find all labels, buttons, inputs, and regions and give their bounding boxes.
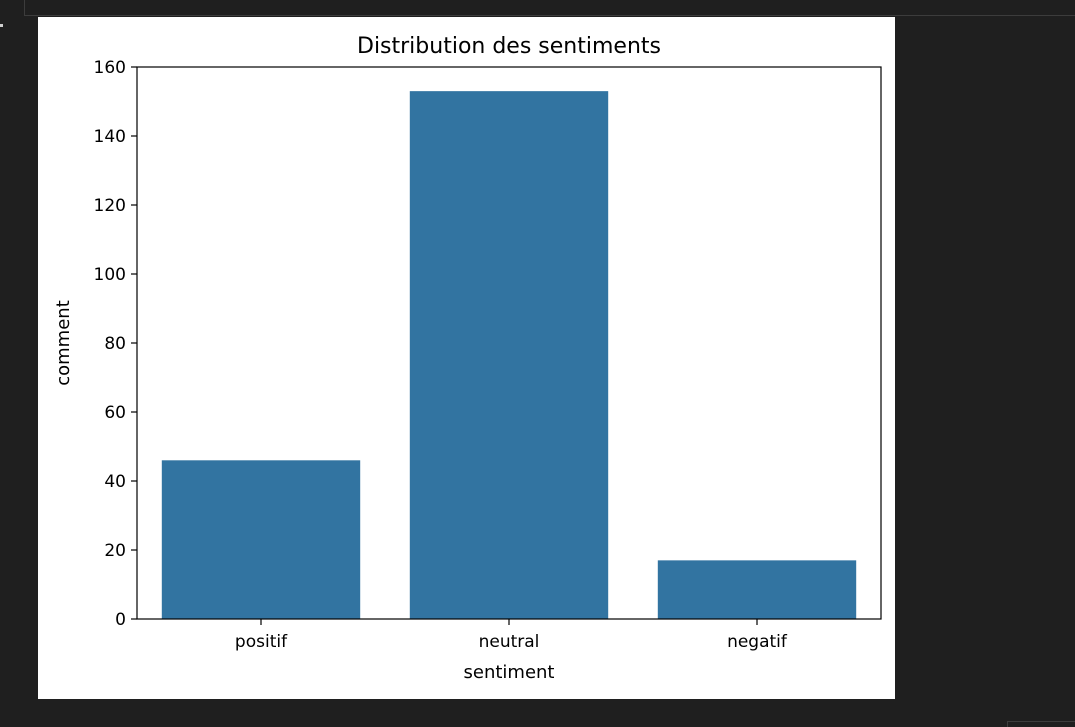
y-tick-label: 120	[94, 196, 126, 216]
y-tick-label: 160	[94, 58, 126, 78]
y-axis-ticks: 0 20 40 60 80 100 120 140 160	[94, 58, 137, 630]
y-tick-label: 0	[115, 610, 126, 630]
y-tick-label: 60	[104, 403, 126, 423]
bar-negatif	[657, 560, 857, 619]
y-tick-label: 140	[94, 127, 126, 147]
axes-frame	[136, 66, 882, 620]
notebook-cell-frame	[24, 0, 1075, 16]
bars-group	[161, 91, 857, 619]
y-tick-label: 20	[104, 541, 126, 561]
bar-neutral	[409, 91, 609, 619]
x-axis-label: sentiment	[464, 662, 555, 683]
y-tick-label: 100	[94, 265, 126, 285]
cell-corner-frame	[1007, 721, 1075, 727]
y-tick-label: 80	[104, 334, 126, 354]
x-tick-label: neutral	[479, 632, 540, 652]
y-axis-label: comment	[53, 300, 74, 386]
chart-title: Distribution des sentiments	[357, 34, 661, 59]
bar-chart: Distribution des sentiments 0 20 40 60 80 100…	[53, 34, 882, 683]
chart-figure: Distribution des sentiments 0 20 40 60 80 100…	[38, 17, 895, 699]
output-marker	[0, 24, 3, 27]
bar-positif	[161, 460, 361, 619]
x-axis-ticks: positif neutral negatif	[235, 619, 788, 652]
x-tick-label: positif	[235, 632, 288, 652]
y-tick-label: 40	[104, 472, 126, 492]
x-tick-label: negatif	[727, 632, 788, 652]
